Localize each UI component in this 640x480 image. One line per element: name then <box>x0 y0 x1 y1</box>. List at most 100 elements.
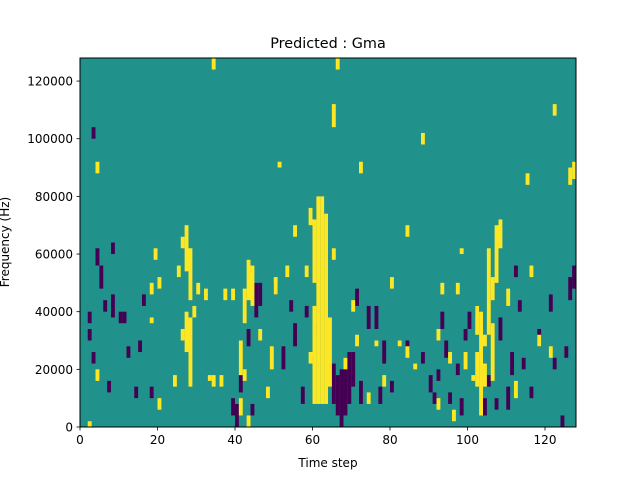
heatmap-cell-low <box>455 363 460 376</box>
heatmap-cell-high <box>405 225 410 237</box>
heatmap-cell-high <box>196 282 201 295</box>
x-tick-label: 60 <box>305 433 320 447</box>
heatmap-cell-high <box>343 357 348 370</box>
heatmap-cell-high <box>211 375 216 387</box>
heatmap-cell-low <box>552 357 557 370</box>
heatmap-cell-low <box>235 403 239 427</box>
heatmap-cell-low <box>390 380 394 393</box>
heatmap-cell-low <box>138 340 142 353</box>
heatmap-cell-high <box>382 375 387 387</box>
heatmap-cell-low <box>238 375 243 393</box>
heatmap-cell-low <box>486 375 491 387</box>
heatmap-cell-low <box>498 317 503 341</box>
heatmap-cell-low <box>459 398 464 416</box>
heatmap-cell-high <box>475 352 480 387</box>
heatmap-cell-high <box>157 277 162 289</box>
heatmap-cell-high <box>471 375 476 381</box>
heatmap-cell-high <box>568 167 573 185</box>
heatmap-cell-high <box>479 311 483 416</box>
x-tick-label: 100 <box>456 433 479 447</box>
heatmap-cell-high <box>506 288 511 306</box>
heatmap-cell-high <box>246 415 251 427</box>
heatmap-cell-high <box>548 346 553 358</box>
heatmap-cell-low <box>436 369 441 381</box>
heatmap-cell-high <box>436 328 441 341</box>
heatmap-cell-high <box>211 58 216 70</box>
x-tick-label: 40 <box>227 433 242 447</box>
heatmap-cell-low <box>374 305 379 329</box>
heatmap-cell-low <box>568 277 573 301</box>
heatmap-cell-low <box>521 357 526 370</box>
heatmap-cell-high <box>238 398 243 416</box>
heatmap-cell-high <box>246 259 251 301</box>
heatmap-cell-high <box>440 282 445 295</box>
heatmap-cells <box>87 58 576 427</box>
heatmap-cell-high <box>231 288 235 301</box>
heatmap-cell-high <box>173 375 177 387</box>
heatmap-cell-high <box>498 219 503 249</box>
heatmap-cell-low <box>91 352 96 364</box>
y-tick-label: 100000 <box>27 132 73 146</box>
heatmap-cell-low <box>355 288 359 306</box>
heatmap-cell-high <box>335 58 340 70</box>
y-tick-label: 40000 <box>35 305 73 319</box>
heatmap-cell-low <box>351 352 356 387</box>
heatmap-cell-low <box>347 352 352 404</box>
y-tick-label: 80000 <box>35 190 73 204</box>
heatmap-cell-high <box>293 225 297 237</box>
heatmap-cell-low <box>572 265 576 289</box>
y-tick-label: 20000 <box>35 363 73 377</box>
y-axis-ticks: 0 20000 40000 60000 80000 100000 120000 <box>27 75 80 435</box>
heatmap-cell-high <box>180 236 185 249</box>
x-tick-label: 0 <box>76 433 84 447</box>
heatmap-cell-low <box>467 311 472 329</box>
heatmap-cell-low <box>378 386 383 404</box>
heatmap-cell-high <box>397 340 402 347</box>
heatmap-cell-low <box>440 311 445 329</box>
heatmap-cell-low <box>339 369 344 427</box>
x-axis-ticks: 0 20 40 60 80 100 120 <box>76 427 556 447</box>
heatmap-cell-high <box>157 398 162 410</box>
heatmap-cell-high <box>153 248 158 260</box>
heatmap-cell-high <box>308 207 313 226</box>
heatmap-cell-high <box>184 311 189 353</box>
heatmap-cell-high <box>176 265 181 278</box>
heatmap-cell-low <box>281 346 286 370</box>
heatmap-cell-high <box>304 265 309 278</box>
heatmap-cell-low <box>463 328 468 341</box>
heatmap-cell-low <box>149 386 154 399</box>
heatmap-cell-low <box>343 357 348 416</box>
heatmap-cell-high <box>273 277 278 295</box>
heatmap-cell-high <box>324 213 328 404</box>
heatmap-cell-low <box>126 346 131 358</box>
heatmap-cell-high <box>374 340 379 347</box>
heatmap-cell-low <box>250 403 255 416</box>
heatmap-cell-high <box>308 352 313 364</box>
heatmap-cell-low <box>91 127 96 139</box>
heatmap-cell-low <box>448 392 452 404</box>
heatmap-cell-low <box>304 305 309 318</box>
heatmap-cell-high <box>355 334 359 347</box>
heatmap-cell-low <box>118 311 123 324</box>
heatmap-cell-high <box>552 104 557 116</box>
heatmap-cell-low <box>421 352 425 364</box>
heatmap-cell-low <box>359 380 363 404</box>
heatmap-cell-low <box>87 328 92 341</box>
heatmap-cell-high <box>525 173 530 185</box>
heatmap-cell-low <box>517 300 522 312</box>
heatmap-cell-high <box>436 398 441 410</box>
heatmap-cell-low <box>231 398 235 416</box>
heatmap-cell-high <box>359 161 363 174</box>
heatmap-cell-high <box>351 300 356 312</box>
heatmap-cell-high <box>312 219 317 283</box>
heatmap-cell-low <box>111 294 115 318</box>
heatmap-cell-low <box>254 282 259 318</box>
heatmap-cell-high <box>242 369 247 381</box>
heatmap-cell-high <box>452 409 456 422</box>
heatmap-cell-high <box>463 352 468 370</box>
heatmap-cell-high <box>320 196 325 404</box>
heatmap-cell-low <box>564 346 569 358</box>
heatmap-cell-high <box>494 225 499 283</box>
heatmap-cell-high <box>184 225 189 272</box>
